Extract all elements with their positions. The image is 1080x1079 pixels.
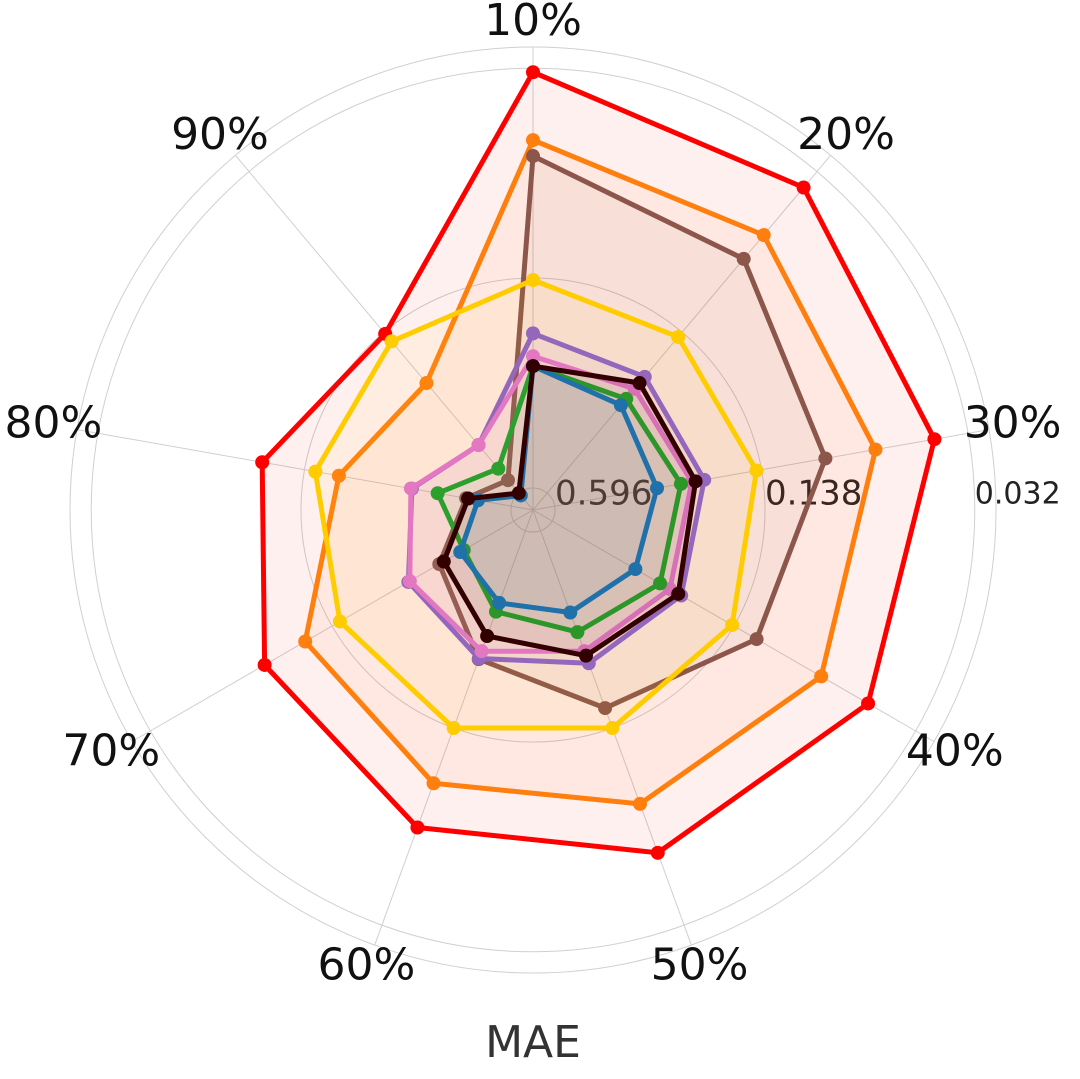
marker	[480, 629, 495, 644]
marker	[257, 657, 272, 672]
marker	[579, 648, 594, 663]
category-label: 60%	[318, 940, 416, 991]
marker	[653, 576, 668, 591]
marker	[255, 455, 270, 470]
marker	[861, 696, 876, 711]
marker	[526, 349, 540, 364]
marker	[491, 461, 506, 476]
marker	[410, 820, 425, 835]
marker	[749, 463, 764, 478]
marker	[426, 776, 441, 791]
marker	[332, 614, 347, 629]
marker	[563, 605, 578, 620]
category-label: 90%	[171, 109, 269, 160]
marker	[436, 554, 451, 569]
marker	[453, 545, 468, 560]
marker	[814, 669, 829, 684]
series-area	[302, 137, 878, 807]
marker	[419, 376, 434, 391]
marker	[818, 451, 833, 466]
category-label: 50%	[651, 940, 749, 991]
marker	[613, 398, 628, 413]
marker	[868, 442, 883, 457]
marker	[474, 644, 489, 659]
marker	[927, 432, 942, 447]
marker	[671, 329, 686, 344]
marker	[650, 845, 665, 860]
chart-title: MAE	[485, 1017, 581, 1068]
marker	[384, 334, 399, 349]
marker	[471, 438, 486, 453]
r-tick-label: 0.032	[975, 477, 1061, 512]
marker	[736, 251, 751, 266]
marker	[632, 376, 647, 391]
marker	[673, 476, 688, 491]
series-area	[259, 69, 937, 856]
marker	[598, 701, 613, 716]
category-label: 40%	[906, 726, 1004, 777]
marker	[628, 562, 643, 577]
marker	[511, 486, 526, 501]
series-area	[435, 363, 684, 635]
marker	[526, 133, 540, 148]
marker	[500, 473, 515, 488]
marker	[308, 464, 323, 479]
marker	[671, 586, 686, 601]
marker	[526, 326, 540, 341]
marker	[461, 491, 476, 506]
marker	[331, 468, 346, 483]
category-label: 30%	[964, 397, 1062, 448]
r-tick-label: 0.596	[555, 474, 652, 514]
marker	[688, 474, 703, 489]
marker	[526, 273, 540, 288]
marker	[402, 574, 417, 589]
marker	[570, 625, 585, 640]
marker	[756, 228, 771, 243]
marker	[430, 486, 445, 501]
category-label: 80%	[5, 397, 103, 448]
marker	[650, 481, 665, 496]
marker	[298, 634, 313, 649]
marker	[749, 632, 764, 647]
marker	[796, 180, 811, 195]
marker	[492, 595, 507, 610]
marker	[526, 149, 540, 164]
marker	[526, 359, 540, 374]
marker	[632, 796, 647, 811]
marker	[725, 617, 740, 632]
category-label: 70%	[62, 726, 160, 777]
series-area	[441, 363, 699, 659]
marker	[403, 481, 418, 496]
series-area	[457, 363, 660, 615]
marker	[446, 721, 461, 736]
category-label: 20%	[797, 109, 895, 160]
marker	[526, 65, 540, 80]
category-label: 10%	[484, 0, 582, 46]
spoke	[76, 429, 534, 511]
marker	[605, 721, 620, 736]
